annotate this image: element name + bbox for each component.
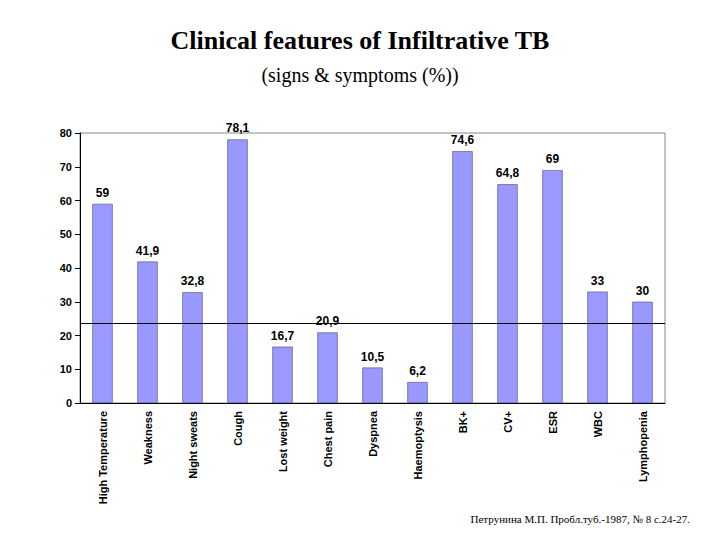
svg-text:Петрунина М.П. Пробл.туб.-1987: Петрунина М.П. Пробл.туб.-1987, № 8 с.24… (471, 513, 691, 525)
svg-text:Haemoptysis: Haemoptysis (412, 411, 424, 479)
svg-text:High Temperature: High Temperature (97, 411, 109, 504)
svg-text:60: 60 (60, 195, 72, 207)
svg-text:Cough: Cough (232, 411, 244, 446)
svg-text:74,6: 74,6 (451, 133, 475, 147)
svg-text:20: 20 (60, 330, 72, 342)
svg-text:30: 30 (636, 284, 650, 298)
svg-text:40: 40 (60, 262, 72, 274)
svg-text:BK+: BK+ (457, 411, 469, 433)
svg-text:Weakness: Weakness (142, 411, 154, 465)
svg-text:WBC: WBC (592, 411, 604, 437)
svg-text:41,9: 41,9 (136, 244, 160, 258)
svg-text:0: 0 (66, 397, 72, 409)
svg-text:(signs & symptoms (%)): (signs & symptoms (%)) (261, 64, 458, 87)
svg-text:Lost weight: Lost weight (277, 411, 289, 472)
svg-text:70: 70 (60, 161, 72, 173)
svg-text:CV+: CV+ (502, 411, 514, 433)
svg-text:10: 10 (60, 363, 72, 375)
svg-text:16,7: 16,7 (271, 329, 295, 343)
svg-text:33: 33 (591, 274, 605, 288)
svg-text:20,9: 20,9 (316, 314, 340, 328)
svg-text:59: 59 (96, 186, 110, 200)
svg-text:Dyspnea: Dyspnea (367, 410, 379, 457)
svg-text:64,8: 64,8 (496, 166, 520, 180)
svg-text:50: 50 (60, 228, 72, 240)
svg-text:10,5: 10,5 (361, 350, 385, 364)
svg-text:Clinical features of Infiltrat: Clinical features of Infiltrative TB (171, 26, 550, 55)
svg-text:Chest pain: Chest pain (322, 411, 334, 468)
svg-text:30: 30 (60, 296, 72, 308)
svg-text:6,2: 6,2 (409, 364, 426, 378)
svg-text:Night sweats: Night sweats (187, 411, 199, 479)
svg-text:78,1: 78,1 (226, 121, 250, 135)
svg-text:69: 69 (546, 152, 560, 166)
svg-text:Lymphopenia: Lymphopenia (637, 410, 649, 482)
svg-text:ESR: ESR (547, 411, 559, 434)
svg-text:32,8: 32,8 (181, 274, 205, 288)
svg-text:80: 80 (60, 127, 72, 139)
